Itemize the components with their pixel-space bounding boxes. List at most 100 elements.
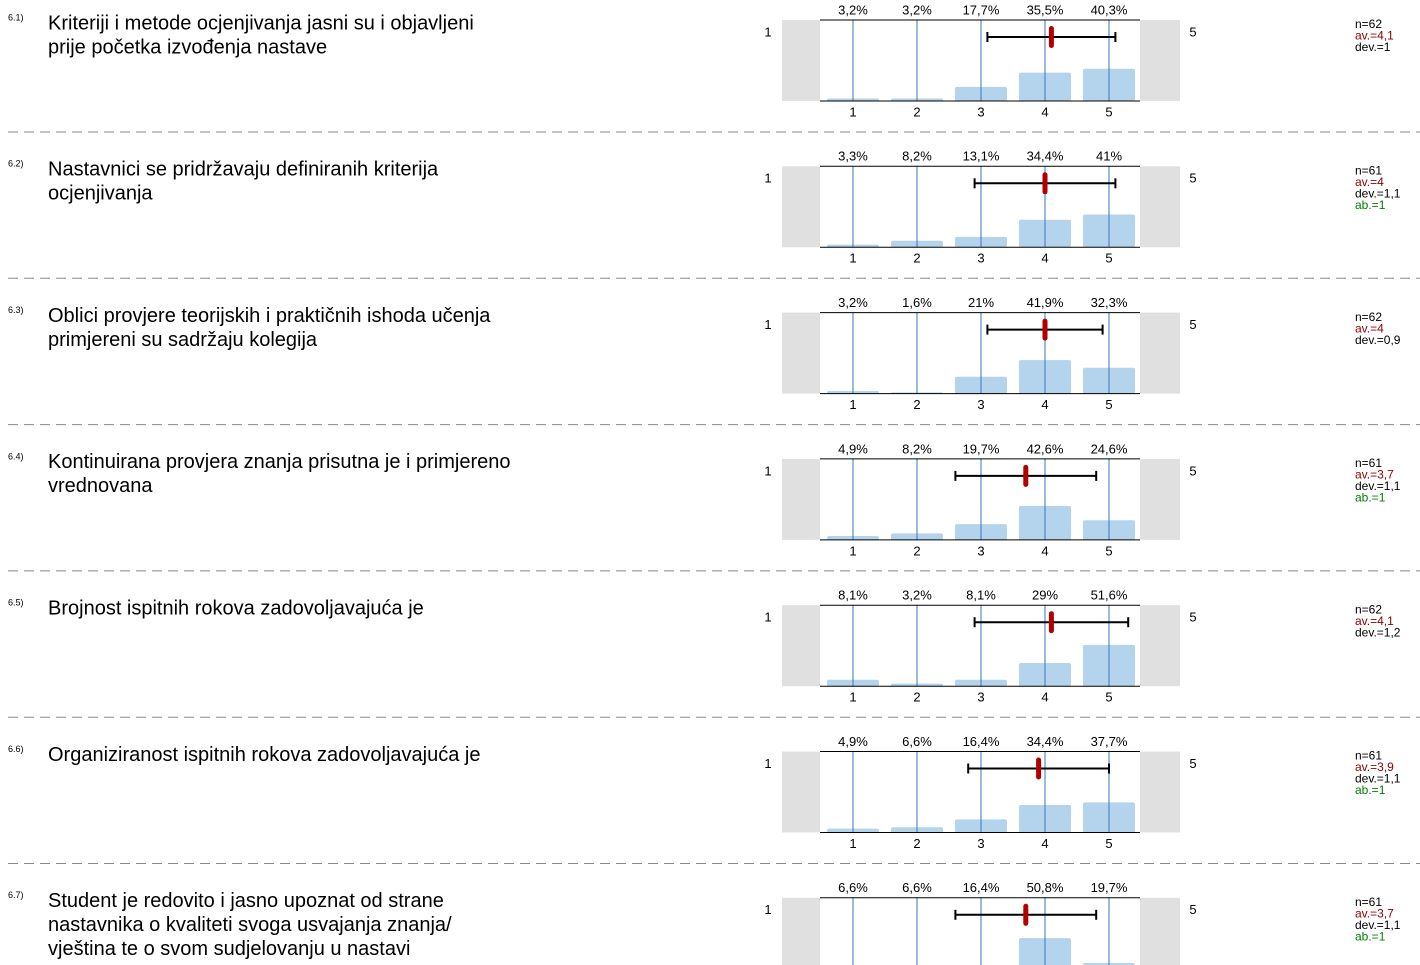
scale-tick-label: 4 xyxy=(1041,251,1048,266)
scale-tick-label: 4 xyxy=(1041,543,1048,558)
percent-label: 34,4% xyxy=(1027,734,1064,749)
scale-right-label: 5 xyxy=(1189,610,1196,625)
scale-right-label: 5 xyxy=(1189,902,1196,917)
question-text: primjereni su sadržaju kolegija xyxy=(48,329,318,351)
percent-label: 6,6% xyxy=(902,880,932,895)
scale-tick-label: 1 xyxy=(849,836,856,851)
question-number: 6.2) xyxy=(8,159,24,169)
scale-end-box xyxy=(1140,897,1180,965)
percent-label: 17,7% xyxy=(963,2,1000,17)
scale-left-label: 1 xyxy=(764,24,771,39)
percent-label: 32,3% xyxy=(1091,295,1128,310)
question-number: 6.5) xyxy=(8,598,24,608)
percent-label: 50,8% xyxy=(1027,880,1064,895)
stat-abstain: ab.=1 xyxy=(1355,929,1386,943)
scale-tick-label: 4 xyxy=(1041,397,1048,412)
stat-average: av.=3,7 xyxy=(1355,468,1394,482)
percent-label: 8,1% xyxy=(838,588,868,603)
question-text: Brojnost ispitnih rokova zadovoljavajuća… xyxy=(48,597,424,619)
mean-marker xyxy=(1036,757,1042,780)
question-text: Nastavnici se pridržavaju definiranih kr… xyxy=(48,159,439,181)
stat-average: av.=4 xyxy=(1355,321,1384,335)
scale-left-label: 1 xyxy=(764,171,771,186)
mean-marker xyxy=(1023,903,1029,926)
percent-label: 4,9% xyxy=(838,441,868,456)
percent-label: 16,4% xyxy=(963,880,1000,895)
percent-label: 3,2% xyxy=(902,588,932,603)
scale-tick-label: 4 xyxy=(1041,836,1048,851)
scale-tick-label: 5 xyxy=(1105,397,1112,412)
scale-tick-label: 5 xyxy=(1105,690,1112,705)
percent-label: 8,1% xyxy=(966,588,996,603)
percent-label: 19,7% xyxy=(963,441,1000,456)
question-text: ocjenjivanja xyxy=(48,183,153,205)
scale-end-box xyxy=(782,751,820,833)
mean-marker xyxy=(1048,26,1054,48)
stat-deviation: dev.=0,9 xyxy=(1355,333,1401,347)
mean-marker xyxy=(1048,611,1054,634)
question-text: vještina te o svom sudjelovanju u nastav… xyxy=(48,938,410,960)
stat-deviation: dev.=1,2 xyxy=(1355,625,1401,639)
survey-item: 6.7) Student je redovito i jasno upoznat … xyxy=(8,880,1401,965)
question-number: 6.7) xyxy=(8,890,24,900)
mean-marker xyxy=(1042,172,1048,195)
question-number: 6.1) xyxy=(8,12,24,22)
percent-label: 41,9% xyxy=(1027,295,1064,310)
scale-tick-label: 2 xyxy=(913,397,920,412)
percent-label: 4,9% xyxy=(838,734,868,749)
percent-label: 40,3% xyxy=(1091,2,1128,17)
question-text: Organiziranost ispitnih rokova zadovolja… xyxy=(48,744,480,766)
scale-tick-label: 1 xyxy=(849,690,856,705)
stat-deviation: dev.=1,1 xyxy=(1355,479,1401,493)
percent-label: 24,6% xyxy=(1091,441,1128,456)
scale-end-box xyxy=(782,166,820,248)
stat-n: n=62 xyxy=(1355,602,1382,616)
survey-item: 6.5) Brojnost ispitnih rokova zadovoljava… xyxy=(8,588,1420,718)
scale-right-label: 5 xyxy=(1189,463,1196,478)
stat-n: n=61 xyxy=(1355,749,1382,763)
stat-average: av.=4 xyxy=(1355,175,1384,189)
question-text: Oblici provjere teorijskih i praktičnih … xyxy=(48,305,491,327)
scale-tick-label: 2 xyxy=(913,836,920,851)
question-text: Kontinuirana provjera znanja prisutna je… xyxy=(48,451,510,473)
scale-right-label: 5 xyxy=(1189,24,1196,39)
question-text: prije početka izvođenja nastave xyxy=(48,36,327,58)
scale-tick-label: 2 xyxy=(913,104,920,119)
percent-label: 19,7% xyxy=(1091,880,1128,895)
scale-tick-label: 1 xyxy=(849,543,856,558)
question-number: 6.6) xyxy=(8,744,24,754)
percent-label: 35,5% xyxy=(1027,2,1064,17)
question-number: 6.3) xyxy=(8,305,24,315)
scale-tick-label: 2 xyxy=(913,251,920,266)
scale-tick-label: 3 xyxy=(977,836,984,851)
percent-label: 42,6% xyxy=(1027,441,1064,456)
scale-left-label: 1 xyxy=(764,463,771,478)
scale-tick-label: 3 xyxy=(977,251,984,266)
scale-left-label: 1 xyxy=(764,902,771,917)
stat-n: n=61 xyxy=(1355,163,1382,177)
survey-item: 6.3) Oblici provjere teorijskih i praktič… xyxy=(8,295,1420,426)
scale-tick-label: 1 xyxy=(849,251,856,266)
question-number: 6.4) xyxy=(8,451,24,461)
percent-label: 37,7% xyxy=(1091,734,1128,749)
scale-right-label: 5 xyxy=(1189,756,1196,771)
stat-average: av.=3,7 xyxy=(1355,906,1394,920)
scale-end-box xyxy=(1140,20,1180,101)
stat-abstain: ab.=1 xyxy=(1355,783,1386,797)
scale-tick-label: 3 xyxy=(977,104,984,119)
percent-label: 3,2% xyxy=(838,2,868,17)
percent-label: 3,2% xyxy=(838,295,868,310)
mean-marker xyxy=(1042,318,1048,341)
scale-right-label: 5 xyxy=(1189,171,1196,186)
scale-end-box xyxy=(782,458,820,540)
survey-item: 6.6) Organiziranost ispitnih rokova zadov… xyxy=(8,734,1420,864)
stat-deviation: dev.=1,1 xyxy=(1355,772,1401,786)
stat-deviation: dev.=1 xyxy=(1355,40,1391,54)
stat-n: n=62 xyxy=(1355,310,1382,324)
scale-left-label: 1 xyxy=(764,756,771,771)
stat-average: av.=4,1 xyxy=(1355,614,1394,628)
scale-left-label: 1 xyxy=(764,317,771,332)
scale-right-label: 5 xyxy=(1189,317,1196,332)
scale-tick-label: 5 xyxy=(1105,543,1112,558)
